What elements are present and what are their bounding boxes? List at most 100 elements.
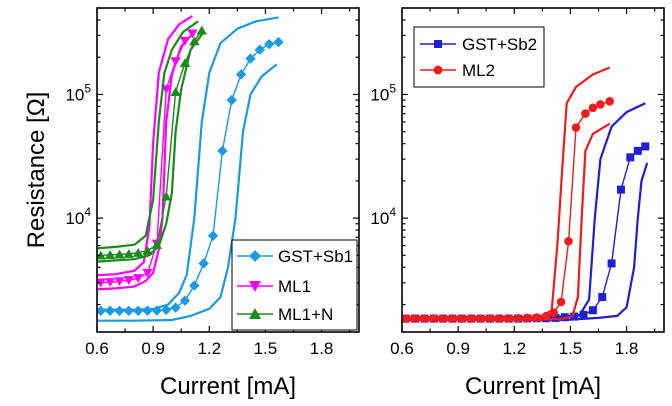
ml1-point-1	[104, 278, 116, 287]
ml2-point-16	[549, 308, 558, 317]
ml1-n-point-2	[114, 249, 125, 259]
gst-sb1-point-13	[217, 145, 228, 157]
ml2-point-15	[541, 311, 551, 321]
right-panel: 0.6 0.9 1.2 1.5 1.8 104 105 Current [mA] GST+S…	[370, 7, 665, 400]
left-plot-area	[97, 15, 284, 322]
gst-sb1-point-2	[114, 305, 125, 317]
ml2-point-0	[402, 314, 411, 323]
gst-sb1-point-19	[273, 36, 284, 48]
left-legend: GST+Sb1 ML1 ML1+N	[231, 239, 358, 331]
legend-label-gst-sb2: GST+Sb2	[462, 35, 537, 54]
ml2-point-6	[457, 314, 467, 323]
x-tick-label: 1.2	[502, 339, 526, 358]
ml1-n-point-11	[196, 25, 207, 35]
ml1-n-point-7	[161, 191, 172, 201]
ml1-n-point-4	[132, 248, 144, 257]
gst-sb1-point-14	[226, 94, 237, 106]
right-axes-frame	[401, 7, 665, 333]
ml1-n-point-5	[142, 246, 153, 255]
gst-sb2-point-23	[616, 185, 625, 194]
gst-sb1-point-4	[132, 305, 144, 317]
ml2-point-23	[605, 97, 615, 106]
ml2-point-14	[532, 313, 542, 322]
gst-sb2-upper-band-line	[402, 102, 646, 319]
legend-marker-circle	[433, 65, 443, 75]
ml1-n-point-3	[123, 249, 135, 258]
ml1-n-point-0	[97, 250, 106, 260]
ml1-point-4	[132, 274, 144, 284]
ml2-point-8	[476, 314, 485, 323]
gst-sb1-point-11	[198, 258, 209, 269]
x-tick-label: 0.6	[390, 339, 414, 358]
x-tick-label: 0.9	[446, 339, 470, 358]
ml2-point-1	[410, 314, 420, 323]
gst-sb2-point-19	[579, 310, 588, 319]
ml2-point-21	[588, 103, 598, 113]
right-plot-area	[402, 66, 650, 323]
gst-sb2-point-18	[570, 312, 579, 321]
y-tick-label: 104	[65, 205, 91, 228]
ml2-point-11	[504, 314, 513, 323]
gst-sb1-point-8	[170, 302, 181, 313]
ml1-point-10	[187, 29, 198, 39]
gst-sb1-point-18	[263, 38, 275, 50]
gst-sb1-point-7	[161, 304, 172, 316]
ml2-point-17	[556, 297, 566, 307]
right-series-gst-sb2	[402, 102, 650, 323]
ml2-point-10	[495, 314, 504, 323]
ml1-n-point-8	[170, 87, 181, 96]
gst-sb1-point-6	[151, 305, 163, 316]
gst-sb1-point-16	[245, 53, 256, 64]
gst-sb2-point-26	[641, 142, 650, 151]
right-legend-box	[413, 26, 545, 88]
gst-sb2-point-21	[598, 293, 607, 302]
ml2-point-3	[429, 314, 439, 323]
ml2-point-22	[596, 100, 605, 109]
gst-sb1-point-0	[97, 305, 106, 317]
legend-item-gst-sb2: GST+Sb2	[420, 35, 537, 54]
gst-sb1-point-10	[189, 280, 200, 291]
legend-item-ml1: ML1	[237, 277, 311, 296]
x-tick-label: 1.2	[197, 339, 221, 358]
left-series-ml1-n	[97, 20, 207, 263]
ml2-point-18	[564, 236, 573, 246]
x-tick-label: 1.8	[310, 339, 334, 358]
gst-sb1-point-17	[254, 44, 266, 55]
ml2-point-2	[420, 314, 429, 323]
ml2-point-4	[438, 314, 448, 323]
legend-label-ml2: ML2	[462, 61, 495, 80]
legend-marker-triangle-up	[249, 308, 261, 319]
gst-sb2-mean-line	[405, 145, 646, 320]
ml1-point-8	[170, 57, 181, 67]
x-tick-label: 0.9	[141, 339, 165, 358]
ml1-point-2	[114, 277, 125, 287]
gst-sb1-point-3	[123, 305, 135, 317]
left-x-axis-title: Current [mA]	[160, 373, 296, 400]
x-tick-label: 1.5	[559, 339, 583, 358]
ml1-n-point-6	[151, 239, 163, 249]
legend-label-ml1: ML1	[278, 277, 311, 296]
x-tick-label: 1.8	[615, 339, 639, 358]
ml2-point-9	[485, 314, 495, 323]
left-panel: 0.6 0.9 1.2 1.5 1.8 104 105 Resistance [Ω] Cur…	[23, 7, 360, 400]
gst-sb2-lower-band-line	[402, 162, 649, 322]
ml2-point-7	[466, 314, 476, 323]
right-x-axis-title: Current [mA]	[465, 373, 601, 400]
ml1-n-point-9	[179, 58, 191, 68]
legend-label-ml1n: ML1+N	[278, 305, 333, 324]
y-tick-label: 105	[370, 81, 396, 104]
ml1-upper-band-line	[97, 15, 193, 277]
ml2-point-12	[513, 313, 523, 323]
ml2-point-19	[571, 123, 581, 132]
ml1-n-point-1	[104, 250, 116, 259]
y-tick-label: 105	[65, 81, 91, 104]
ml1-point-9	[179, 36, 191, 46]
gst-sb1-lower-band-line	[97, 63, 278, 322]
gst-sb1-point-5	[142, 305, 153, 316]
ml1-n-lower-band-line	[97, 31, 205, 263]
left-series-ml1	[97, 15, 198, 291]
ml2-point-5	[448, 314, 457, 323]
gst-sb2-point-16	[551, 313, 560, 322]
gst-sb1-point-15	[235, 69, 247, 80]
